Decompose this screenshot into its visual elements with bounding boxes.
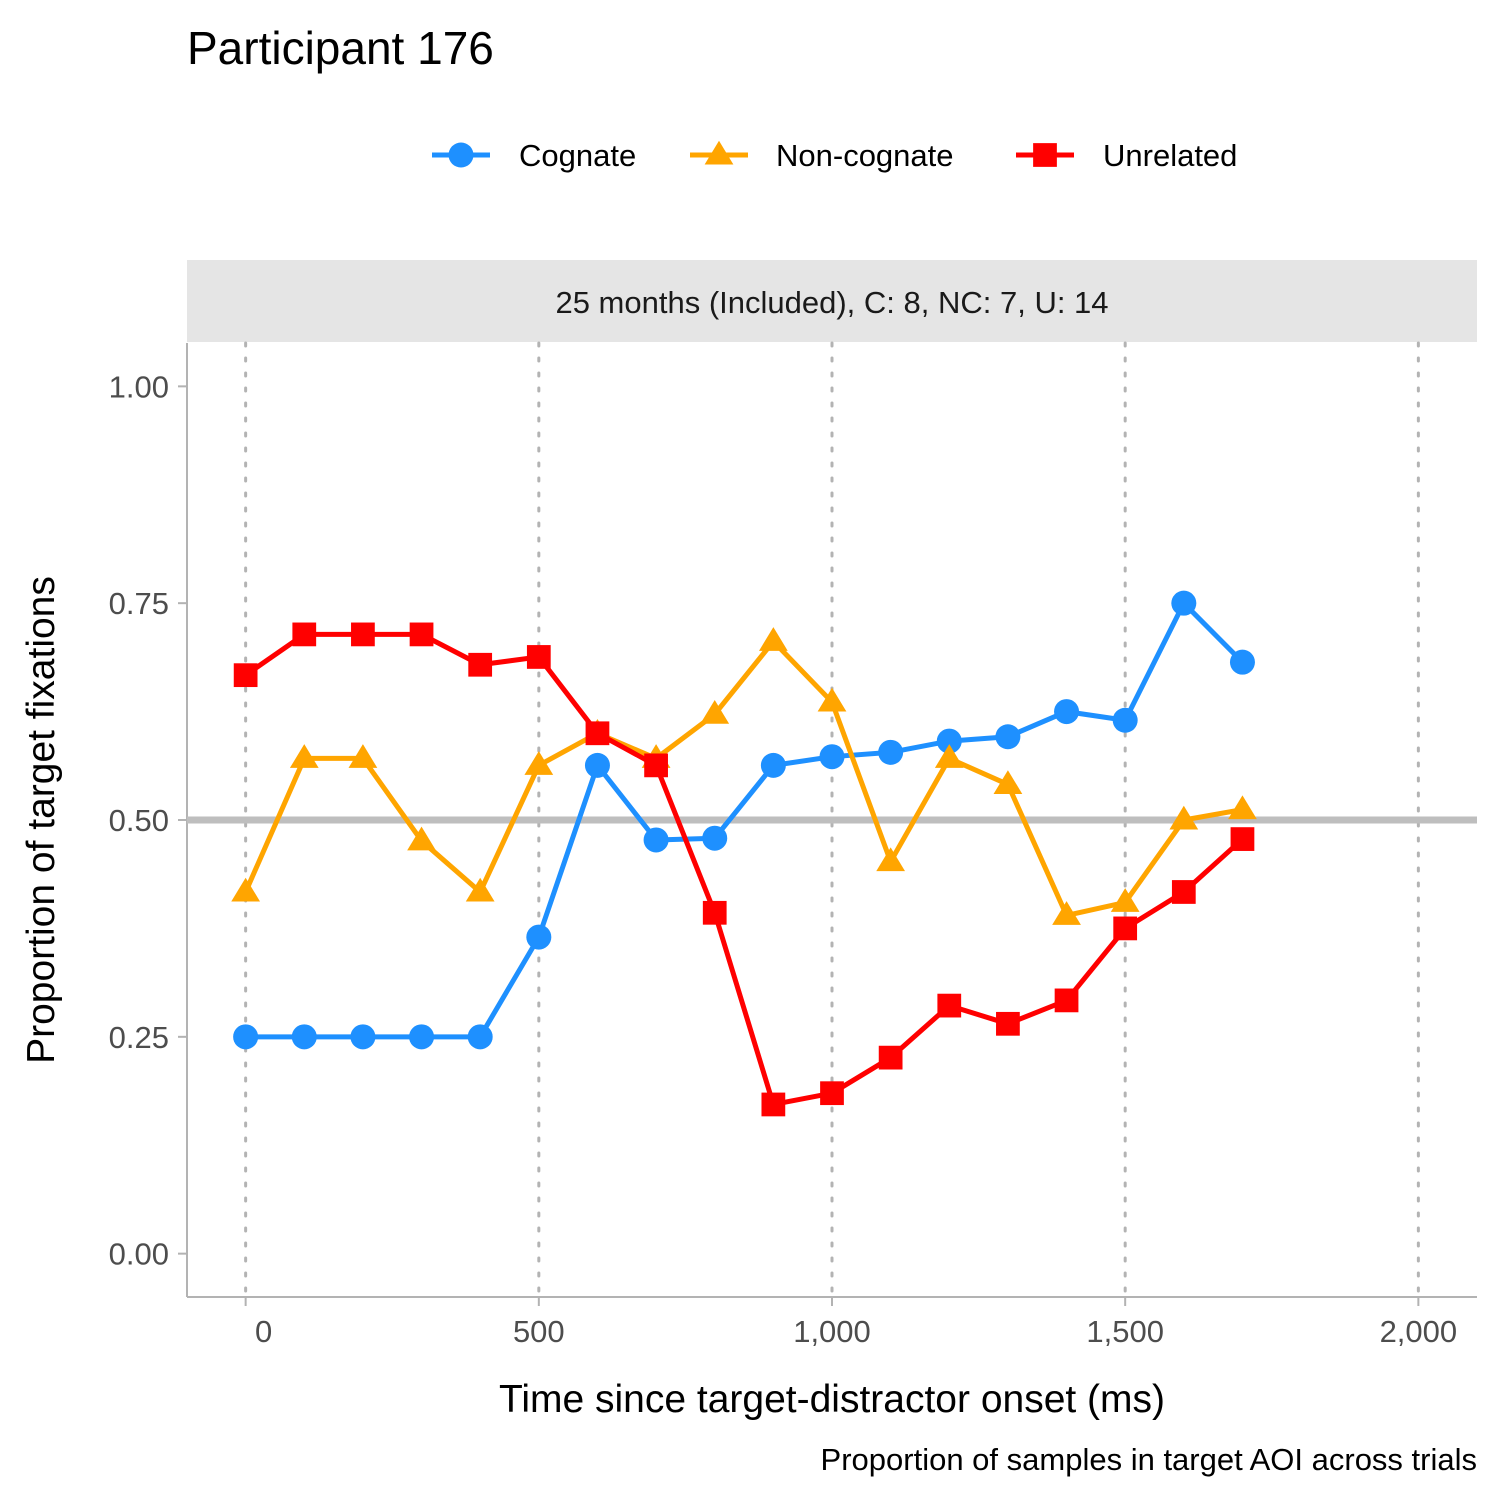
point-non-cognate-12: [934, 744, 964, 768]
point-unrelated-2: [351, 622, 375, 647]
point-cognate-1: [291, 1024, 317, 1050]
point-unrelated-8: [702, 900, 727, 925]
y-tick-label-4: 1.00: [109, 369, 169, 404]
point-cognate-3: [409, 1024, 435, 1050]
x-tick-label-4: 2,000: [1380, 1314, 1458, 1349]
point-unrelated-12: [937, 993, 962, 1018]
point-cognate-14: [1054, 699, 1080, 725]
point-cognate-6: [584, 752, 610, 778]
point-cognate-2: [350, 1024, 376, 1050]
point-cognate-10: [819, 744, 845, 770]
point-unrelated-4: [468, 652, 493, 677]
y-tick-label-3: 0.75: [109, 586, 169, 621]
point-non-cognate-5: [524, 751, 554, 775]
point-unrelated-10: [820, 1081, 844, 1106]
point-cognate-11: [878, 739, 904, 765]
chart-title: Participant 176: [187, 22, 494, 74]
legend-label-cognate: Cognate: [519, 138, 636, 173]
point-unrelated-0: [233, 663, 258, 688]
series-non-cognate: [231, 627, 1257, 925]
y-tick-label-2: 0.50: [109, 803, 169, 838]
point-unrelated-17: [1230, 827, 1255, 851]
caption: Proportion of samples in target AOI acro…: [821, 1442, 1477, 1477]
point-non-cognate-3: [407, 826, 436, 851]
series-cognate: [233, 590, 1255, 1050]
point-cognate-7: [643, 827, 669, 853]
x-axis-ticks: 0 500 1,000 1,500 2,000: [244, 1297, 1458, 1349]
point-unrelated-5: [526, 645, 551, 669]
point-cognate-13: [995, 724, 1021, 750]
legend-item-cognate: Cognate: [432, 138, 636, 173]
point-non-cognate-16: [1169, 805, 1199, 830]
legend: Cognate Non-cognate Unrelated: [432, 138, 1237, 173]
point-unrelated-14: [1054, 988, 1079, 1013]
y-tick-label-1: 0.25: [109, 1020, 169, 1055]
point-non-cognate-11: [876, 847, 906, 872]
series-line-unrelated: [244, 631, 1245, 1107]
point-unrelated-16: [1171, 880, 1196, 904]
series-group: [231, 590, 1257, 1117]
point-non-cognate-14: [1052, 901, 1081, 925]
gridlines: [244, 341, 1420, 1299]
x-tick-label-3: 1,500: [1086, 1314, 1164, 1349]
legend-label-non-cognate: Non-cognate: [776, 138, 954, 173]
point-cognate-9: [760, 752, 786, 778]
point-cognate-12: [936, 728, 962, 754]
point-non-cognate-4: [465, 877, 495, 902]
point-unrelated-6: [585, 721, 610, 746]
point-unrelated-7: [644, 753, 668, 778]
point-non-cognate-1: [289, 744, 319, 768]
point-unrelated-9: [761, 1092, 786, 1117]
legend-marker-cognate: [448, 142, 474, 168]
point-unrelated-1: [292, 622, 317, 647]
point-cognate-4: [467, 1024, 493, 1050]
point-cognate-15: [1112, 707, 1138, 733]
series-line-non-cognate: [243, 638, 1243, 918]
y-axis-ticks: 0.00 0.25 0.50 0.75 1.00: [109, 369, 187, 1272]
point-unrelated-3: [409, 622, 434, 647]
x-tick-label-0: 0: [255, 1314, 272, 1349]
point-unrelated-13: [996, 1011, 1020, 1036]
y-tick-label-0: 0.00: [109, 1237, 169, 1272]
point-unrelated-15: [1113, 916, 1138, 941]
point-non-cognate-15: [1110, 888, 1140, 912]
x-tick-label-2: 1,000: [793, 1314, 871, 1349]
point-unrelated-11: [878, 1045, 903, 1070]
point-cognate-0: [233, 1024, 259, 1050]
point-non-cognate-8: [700, 699, 730, 724]
legend-item-non-cognate: Non-cognate: [690, 138, 954, 173]
point-non-cognate-9: [758, 627, 788, 651]
y-axis-label: Proportion of target fixations: [20, 576, 63, 1064]
facet-label: 25 months (Included), C: 8, NC: 7, U: 14: [555, 285, 1108, 320]
legend-marker-unrelated: [1033, 143, 1057, 167]
legend-marker-non-cognate: [704, 140, 734, 165]
point-non-cognate-10: [817, 687, 847, 712]
x-tick-label-1: 500: [513, 1314, 565, 1349]
point-cognate-17: [1229, 649, 1255, 675]
point-non-cognate-2: [348, 744, 378, 768]
x-axis-label: Time since target-distractor onset (ms): [499, 1378, 1165, 1421]
point-non-cognate-0: [231, 877, 261, 902]
legend-label-unrelated: Unrelated: [1103, 138, 1237, 173]
point-cognate-8: [702, 825, 728, 851]
point-cognate-16: [1171, 590, 1197, 616]
series-unrelated: [233, 622, 1255, 1117]
point-cognate-5: [526, 924, 552, 950]
point-non-cognate-17: [1228, 795, 1257, 820]
point-non-cognate-13: [993, 770, 1023, 794]
legend-item-unrelated: Unrelated: [1016, 138, 1237, 173]
facet-strip: [187, 260, 1477, 342]
